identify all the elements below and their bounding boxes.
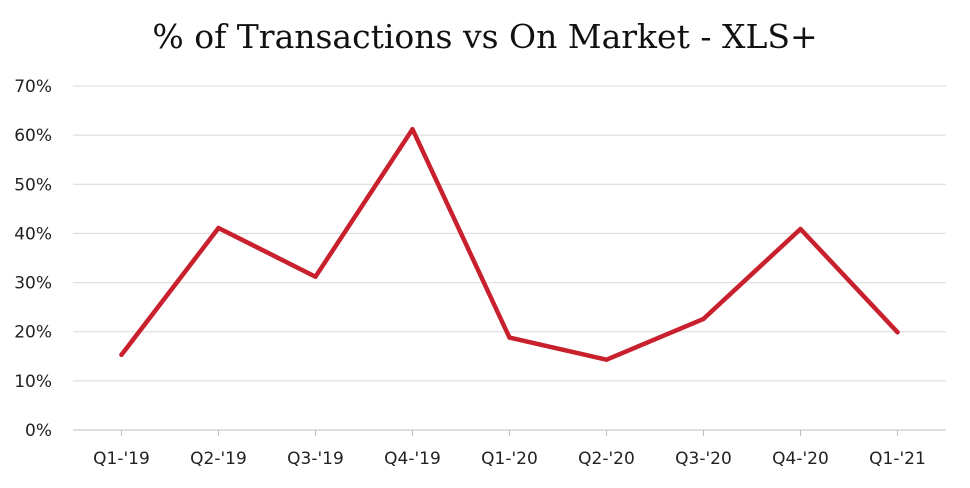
data-point xyxy=(701,316,706,322)
x-tick-label: Q1-'19 xyxy=(93,449,150,469)
y-tick-label: 70% xyxy=(14,77,52,97)
y-tick-label: 50% xyxy=(14,175,52,195)
x-tick-label: Q1-'21 xyxy=(869,449,926,469)
data-point xyxy=(216,225,221,231)
series-layer xyxy=(119,126,900,362)
x-tick-label: Q2-'19 xyxy=(190,449,247,469)
data-point xyxy=(410,127,415,132)
y-tick-label: 20% xyxy=(14,323,52,343)
data-point xyxy=(604,357,609,362)
y-tick-label: 30% xyxy=(14,274,52,294)
y-tick-label: 60% xyxy=(14,126,52,146)
x-tick-label: Q3-'20 xyxy=(675,449,732,469)
axis-layer: 0% 10% 20% 30% 40% 50% 60% 70% Q1-'19 Q2-'19 Q3-'1… xyxy=(14,77,946,469)
grid-layer xyxy=(73,85,946,382)
series-line xyxy=(119,126,900,362)
data-point xyxy=(895,330,900,335)
chart-title: % of Transactions vs On Market - XLS+ xyxy=(152,17,817,56)
data-point xyxy=(798,226,803,232)
y-tick-label: 0% xyxy=(25,421,52,441)
x-tick-label: Q2-'20 xyxy=(578,449,635,469)
x-tick-label: Q4-'20 xyxy=(772,449,829,469)
x-tick-label: Q1-'20 xyxy=(481,449,538,469)
data-point xyxy=(313,274,318,279)
x-tick-label: Q3-'19 xyxy=(287,449,344,469)
data-point xyxy=(507,335,512,340)
data-point xyxy=(119,352,124,358)
x-tick-label: Q4-'19 xyxy=(384,449,441,469)
y-tick-label: 10% xyxy=(14,372,52,392)
y-tick-label: 40% xyxy=(14,224,52,244)
